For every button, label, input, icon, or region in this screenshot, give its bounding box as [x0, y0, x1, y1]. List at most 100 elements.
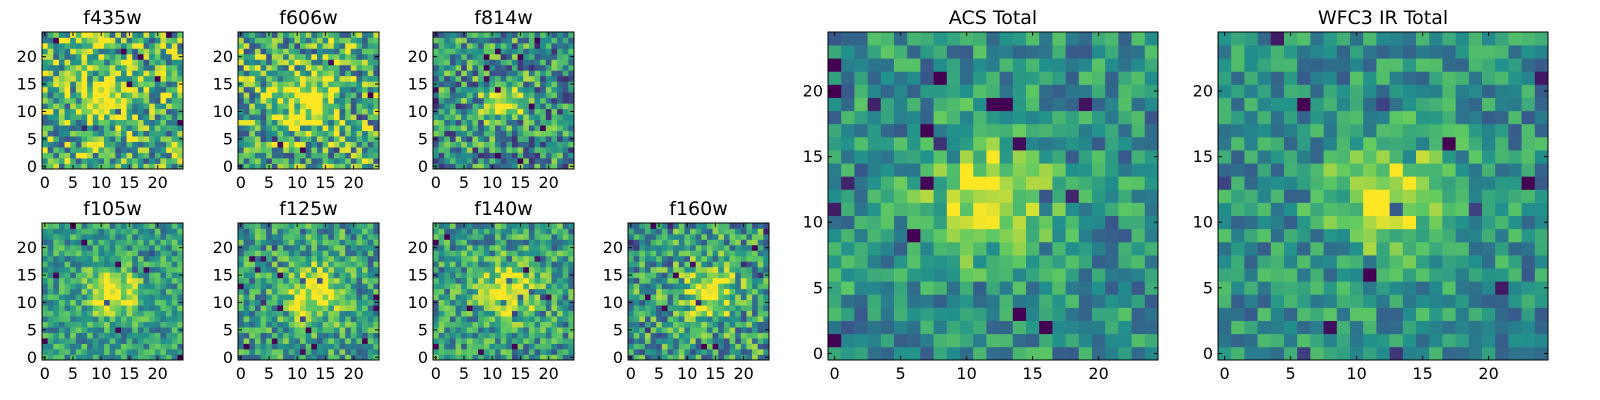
heatmap-cell — [238, 92, 244, 99]
heatmap-cell — [266, 261, 273, 268]
heatmap-cell — [828, 163, 842, 177]
heatmap-cell — [166, 283, 173, 290]
heatmap-cell — [489, 244, 496, 251]
heatmap-cell — [64, 305, 71, 312]
heatmap-cell — [729, 321, 736, 328]
heatmap-cell — [718, 338, 725, 344]
heatmap-cell — [684, 261, 691, 268]
heatmap-cell — [650, 261, 657, 268]
heatmap-cell — [316, 310, 323, 317]
heatmap-cell — [266, 75, 273, 82]
heatmap-cell — [449, 321, 456, 328]
heatmap-cell — [328, 294, 335, 301]
heatmap-cell — [137, 288, 144, 295]
heatmap-cell — [42, 37, 48, 44]
heatmap-cell — [483, 299, 490, 306]
heatmap-cell — [528, 130, 535, 137]
heatmap-cell — [166, 294, 173, 301]
heatmap-cell — [1012, 202, 1027, 217]
heatmap-cell — [345, 158, 352, 164]
heatmap-cell — [644, 228, 651, 235]
heatmap-cell — [53, 141, 60, 148]
heatmap-cell — [483, 70, 490, 77]
heatmap-cell — [243, 272, 250, 279]
heatmap-cell — [137, 250, 144, 257]
heatmap-cell — [350, 327, 357, 333]
heatmap-cell — [540, 64, 547, 71]
heatmap-cell — [53, 59, 60, 66]
heatmap-cell — [254, 64, 261, 71]
heatmap-cell — [644, 354, 651, 361]
panel-title: f105w — [83, 198, 142, 220]
heatmap-cell — [528, 250, 535, 257]
heatmap-cell — [523, 103, 530, 110]
heatmap-cell — [920, 202, 934, 217]
heatmap-cell — [64, 239, 71, 246]
heatmap-cell — [568, 48, 575, 55]
heatmap-cell — [70, 283, 77, 290]
heatmap-cell — [455, 338, 462, 344]
heatmap-cell — [466, 338, 473, 344]
heatmap-cell — [254, 103, 261, 110]
heatmap-cell — [64, 48, 71, 55]
heatmap-cell — [656, 228, 663, 235]
heatmap-cell — [160, 299, 167, 306]
heatmap-cell — [243, 119, 250, 126]
heatmap-cell — [367, 233, 374, 240]
heatmap-cell — [461, 288, 468, 295]
heatmap-cell — [472, 81, 479, 88]
heatmap-cell — [104, 163, 111, 170]
heatmap-cell — [438, 75, 445, 82]
heatmap-cell — [328, 32, 335, 38]
heatmap-cell — [58, 92, 65, 99]
heatmap-cell — [528, 108, 535, 115]
heatmap-cell — [322, 316, 329, 322]
heatmap-cell — [907, 215, 921, 230]
heatmap-cell — [58, 349, 65, 355]
heatmap-cell — [907, 281, 921, 295]
heatmap-cell — [92, 158, 99, 164]
heatmap-cell — [367, 114, 374, 121]
heatmap-cell — [1118, 268, 1132, 282]
heatmap-cell — [449, 316, 456, 322]
heatmap-cell — [81, 255, 88, 262]
heatmap-cell — [673, 288, 680, 295]
heatmap-cell — [316, 332, 323, 339]
heatmap-cell — [723, 327, 730, 333]
heatmap-cell — [266, 114, 273, 121]
heatmap-cell — [506, 32, 513, 38]
heatmap-cell — [433, 130, 439, 137]
heatmap-cell — [438, 108, 445, 115]
heatmap-cell — [483, 228, 490, 235]
heatmap-cell — [339, 53, 346, 60]
heatmap-cell — [557, 277, 564, 284]
heatmap-cell — [500, 250, 507, 257]
heatmap-cell — [271, 255, 278, 262]
heatmap-cell — [243, 86, 250, 93]
heatmap-cell — [238, 294, 244, 301]
heatmap-cell — [534, 338, 541, 344]
heatmap-cell — [534, 228, 541, 235]
heatmap-cell — [238, 250, 244, 257]
heatmap-cell — [650, 228, 657, 235]
heatmap-cell — [249, 48, 256, 55]
heatmap-cell — [999, 241, 1014, 256]
heatmap-cell — [449, 299, 456, 306]
heatmap-cell — [42, 75, 48, 82]
heatmap-cell — [489, 97, 496, 104]
heatmap-cell — [545, 250, 552, 257]
heatmap-cell — [277, 125, 284, 131]
heatmap-cell — [495, 354, 502, 361]
heatmap-cell — [628, 294, 634, 301]
heatmap-cell — [1144, 281, 1159, 295]
heatmap-cell — [1131, 268, 1146, 282]
heatmap-cell — [483, 294, 490, 301]
heatmap-cell — [333, 338, 340, 344]
heatmap-cell — [551, 81, 558, 88]
heatmap-cell — [249, 354, 256, 361]
heatmap-cell — [907, 307, 921, 321]
heatmap-cell — [455, 283, 462, 290]
heatmap-cell — [644, 349, 651, 355]
heatmap-cell — [562, 283, 569, 290]
heatmap-cell — [500, 228, 507, 235]
